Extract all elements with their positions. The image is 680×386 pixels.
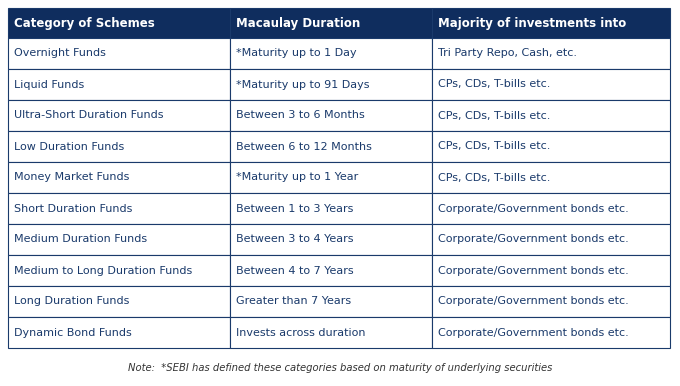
Text: Corporate/Government bonds etc.: Corporate/Government bonds etc. [438,327,628,337]
Bar [230,69,432,100]
Bar [230,38,432,69]
Bar [8,162,230,193]
Text: Between 1 to 3 Years: Between 1 to 3 Years [236,203,353,213]
Text: Corporate/Government bonds etc.: Corporate/Government bonds etc. [438,235,628,244]
Text: CPs, CDs, T-bills etc.: CPs, CDs, T-bills etc. [438,173,550,183]
Text: Corporate/Government bonds etc.: Corporate/Government bonds etc. [438,266,628,276]
Bar [8,38,230,69]
Text: Between 3 to 4 Years: Between 3 to 4 Years [236,235,354,244]
Text: Macaulay Duration: Macaulay Duration [236,17,360,29]
Bar [8,286,230,317]
Bar [8,317,230,348]
Bar [8,193,230,224]
Bar [230,193,432,224]
Bar [8,100,230,131]
Text: Between 3 to 6 Months: Between 3 to 6 Months [236,110,364,120]
Bar [230,100,432,131]
Bar [8,255,230,286]
Text: Money Market Funds: Money Market Funds [14,173,129,183]
Bar [8,69,230,100]
Bar [8,131,230,162]
Text: Medium Duration Funds: Medium Duration Funds [14,235,147,244]
Bar [432,286,670,317]
Bar [432,255,670,286]
Text: Majority of investments into: Majority of investments into [438,17,626,29]
Text: Category of Schemes: Category of Schemes [14,17,155,29]
Text: Invests across duration: Invests across duration [236,327,365,337]
Text: Low Duration Funds: Low Duration Funds [14,142,124,151]
Text: Dynamic Bond Funds: Dynamic Bond Funds [14,327,132,337]
Text: Short Duration Funds: Short Duration Funds [14,203,133,213]
Bar [432,38,670,69]
Bar [432,162,670,193]
Text: CPs, CDs, T-bills etc.: CPs, CDs, T-bills etc. [438,142,550,151]
Bar [230,131,432,162]
Bar [432,8,670,38]
Text: Between 6 to 12 Months: Between 6 to 12 Months [236,142,372,151]
Bar [432,100,670,131]
Bar [230,317,432,348]
Text: Liquid Funds: Liquid Funds [14,80,84,90]
Bar [230,286,432,317]
Text: Between 4 to 7 Years: Between 4 to 7 Years [236,266,354,276]
Bar [230,8,432,38]
Text: Ultra-Short Duration Funds: Ultra-Short Duration Funds [14,110,163,120]
Bar [230,255,432,286]
Bar [432,224,670,255]
Bar [432,317,670,348]
Bar [230,224,432,255]
Text: Medium to Long Duration Funds: Medium to Long Duration Funds [14,266,192,276]
Text: Corporate/Government bonds etc.: Corporate/Government bonds etc. [438,203,628,213]
Text: Note:  *SEBI has defined these categories based on maturity of underlying securi: Note: *SEBI has defined these categories… [128,363,552,373]
Text: Tri Party Repo, Cash, etc.: Tri Party Repo, Cash, etc. [438,49,577,59]
Text: CPs, CDs, T-bills etc.: CPs, CDs, T-bills etc. [438,80,550,90]
Text: Long Duration Funds: Long Duration Funds [14,296,129,306]
Bar [432,131,670,162]
Bar [8,224,230,255]
Bar [8,8,230,38]
Bar [432,69,670,100]
Text: Greater than 7 Years: Greater than 7 Years [236,296,351,306]
Bar [432,193,670,224]
Text: *Maturity up to 1 Year: *Maturity up to 1 Year [236,173,358,183]
Text: Corporate/Government bonds etc.: Corporate/Government bonds etc. [438,296,628,306]
Bar [230,162,432,193]
Text: CPs, CDs, T-bills etc.: CPs, CDs, T-bills etc. [438,110,550,120]
Text: *Maturity up to 91 Days: *Maturity up to 91 Days [236,80,369,90]
Text: Overnight Funds: Overnight Funds [14,49,106,59]
Text: *Maturity up to 1 Day: *Maturity up to 1 Day [236,49,356,59]
